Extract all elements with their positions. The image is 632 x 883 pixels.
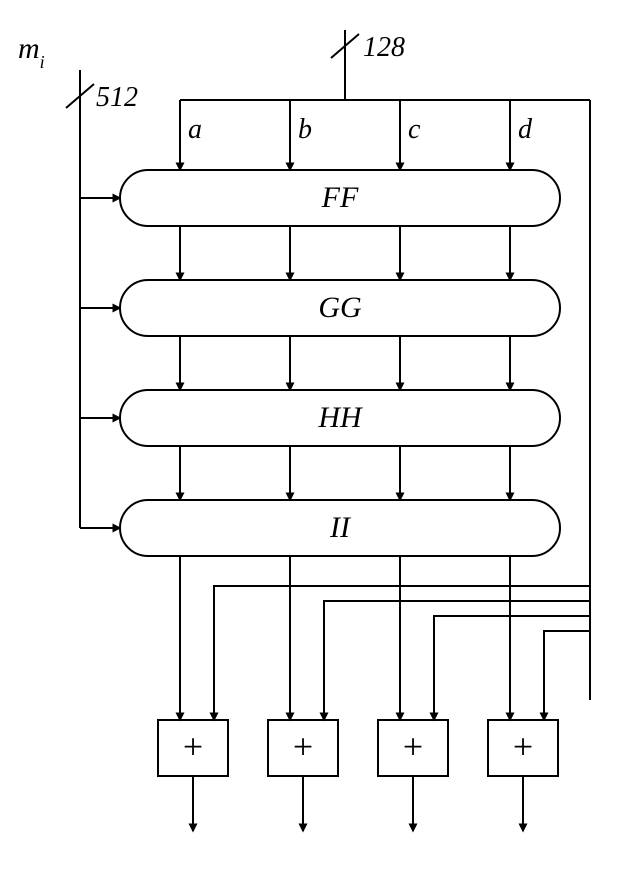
width-512-label: 512 [96,82,138,113]
input-label-c: c [408,114,421,145]
width-128-label: 128 [363,32,405,63]
round-label-round4: II [329,511,352,544]
mi-label: mi [18,32,45,72]
adder-plus-2: + [403,726,423,766]
round-label-round2: GG [318,291,362,324]
round-label-round3: HH [317,401,364,434]
input-label-a: a [188,114,202,145]
round-label-round1: FF [321,181,359,214]
adder-plus-3: + [513,726,533,766]
input-label-b: b [298,114,312,145]
input-label-d: d [518,114,533,145]
adder-plus-0: + [183,726,203,766]
adder-plus-1: + [293,726,313,766]
